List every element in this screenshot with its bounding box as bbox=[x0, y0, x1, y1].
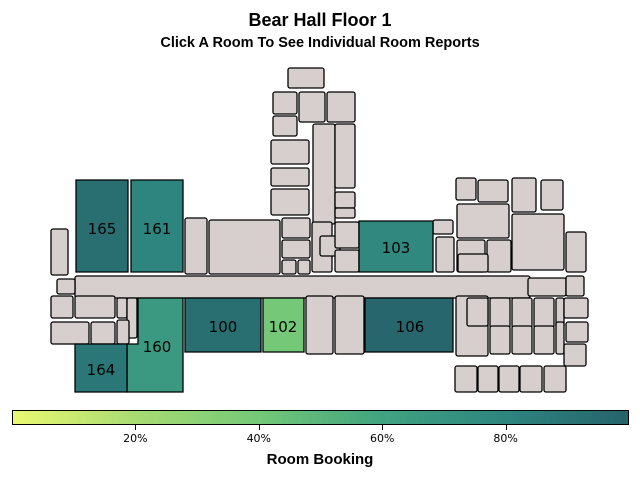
room-unbooked bbox=[519, 365, 543, 393]
room-unbooked bbox=[543, 365, 567, 393]
room-unbooked bbox=[432, 219, 454, 235]
room-label-165: 165 bbox=[88, 220, 117, 238]
map-title: Bear Hall Floor 1 bbox=[248, 10, 392, 30]
room-106[interactable] bbox=[364, 297, 454, 353]
room-unbooked bbox=[281, 259, 297, 275]
room-103[interactable] bbox=[358, 220, 434, 273]
room-unbooked bbox=[334, 221, 360, 249]
booked-rooms: 165 161 103 100 102 106 160 164 bbox=[74, 179, 454, 393]
room-unbooked bbox=[334, 123, 356, 189]
room-unbooked bbox=[565, 321, 589, 343]
room-unbooked bbox=[305, 295, 334, 355]
room-unbooked bbox=[270, 139, 310, 165]
room-unbooked bbox=[297, 259, 311, 275]
legend-color-bar bbox=[12, 410, 629, 425]
room-unbooked bbox=[281, 239, 311, 259]
room-unbooked bbox=[270, 167, 310, 187]
unbooked-rooms bbox=[50, 67, 589, 393]
room-unbooked bbox=[489, 297, 511, 329]
room-unbooked bbox=[312, 123, 336, 225]
room-unbooked bbox=[563, 343, 587, 367]
legend-tick-label: 80% bbox=[493, 432, 518, 445]
map-subtitle: Click A Room To See Individual Room Repo… bbox=[160, 35, 480, 51]
room-unbooked bbox=[272, 91, 298, 115]
room-165[interactable] bbox=[75, 179, 129, 273]
room-unbooked bbox=[540, 179, 564, 211]
room-label-106: 106 bbox=[396, 318, 425, 336]
room-unbooked bbox=[287, 67, 325, 89]
room-unbooked bbox=[74, 295, 116, 319]
room-unbooked bbox=[477, 179, 509, 203]
room-unbooked bbox=[565, 275, 585, 297]
legend-tick bbox=[135, 425, 137, 430]
room-label-160: 160 bbox=[143, 338, 172, 356]
legend-tick bbox=[505, 425, 507, 430]
room-unbooked bbox=[334, 295, 365, 355]
legend-title: Room Booking bbox=[266, 451, 374, 468]
room-unbooked bbox=[298, 91, 326, 123]
room-unbooked bbox=[184, 217, 208, 275]
room-unbooked bbox=[454, 365, 478, 393]
room-unbooked bbox=[56, 278, 76, 295]
room-unbooked bbox=[486, 239, 512, 273]
room-unbooked bbox=[90, 321, 116, 345]
room-unbooked bbox=[477, 365, 499, 393]
legend-tick-label: 60% bbox=[369, 432, 395, 445]
room-unbooked bbox=[272, 115, 298, 137]
room-unbooked bbox=[50, 321, 90, 345]
room-unbooked bbox=[270, 188, 310, 216]
room-unbooked bbox=[466, 297, 489, 327]
room-unbooked bbox=[74, 275, 531, 299]
room-label-103: 103 bbox=[382, 239, 411, 257]
room-unbooked bbox=[208, 219, 281, 275]
room-unbooked bbox=[555, 321, 565, 355]
room-unbooked bbox=[511, 297, 533, 329]
room-label-161: 161 bbox=[143, 220, 172, 238]
room-unbooked bbox=[455, 177, 477, 201]
floor-plan: 165 161 103 100 102 106 160 164 bbox=[50, 67, 589, 393]
room-unbooked bbox=[527, 277, 567, 297]
room-unbooked bbox=[511, 177, 537, 213]
room-unbooked bbox=[435, 236, 455, 273]
room-unbooked bbox=[489, 325, 511, 355]
room-161[interactable] bbox=[130, 179, 184, 273]
room-100[interactable] bbox=[184, 297, 262, 353]
room-unbooked bbox=[565, 231, 587, 273]
room-unbooked bbox=[116, 297, 128, 319]
room-unbooked bbox=[533, 325, 555, 355]
room-164[interactable] bbox=[74, 343, 128, 393]
room-unbooked bbox=[334, 207, 356, 219]
room-unbooked bbox=[456, 203, 510, 239]
legend-tick bbox=[258, 425, 260, 430]
room-unbooked bbox=[116, 319, 130, 345]
room-label-100: 100 bbox=[209, 318, 238, 336]
room-unbooked bbox=[334, 191, 356, 209]
room-unbooked bbox=[457, 253, 489, 273]
room-unbooked bbox=[511, 325, 533, 355]
room-unbooked bbox=[511, 213, 565, 271]
room-label-102: 102 bbox=[269, 318, 298, 336]
room-label-164: 164 bbox=[87, 361, 116, 379]
room-unbooked bbox=[334, 249, 360, 273]
room-unbooked bbox=[281, 217, 311, 239]
room-unbooked bbox=[50, 295, 74, 319]
room-unbooked bbox=[533, 297, 555, 329]
room-unbooked bbox=[326, 91, 356, 123]
legend-tick-label: 40% bbox=[246, 432, 272, 445]
room-unbooked bbox=[50, 228, 69, 276]
legend-tick-label: 20% bbox=[123, 432, 148, 445]
room-unbooked bbox=[563, 297, 589, 319]
legend-tick bbox=[382, 425, 384, 430]
room-unbooked bbox=[498, 365, 520, 393]
room-102[interactable] bbox=[262, 297, 305, 353]
